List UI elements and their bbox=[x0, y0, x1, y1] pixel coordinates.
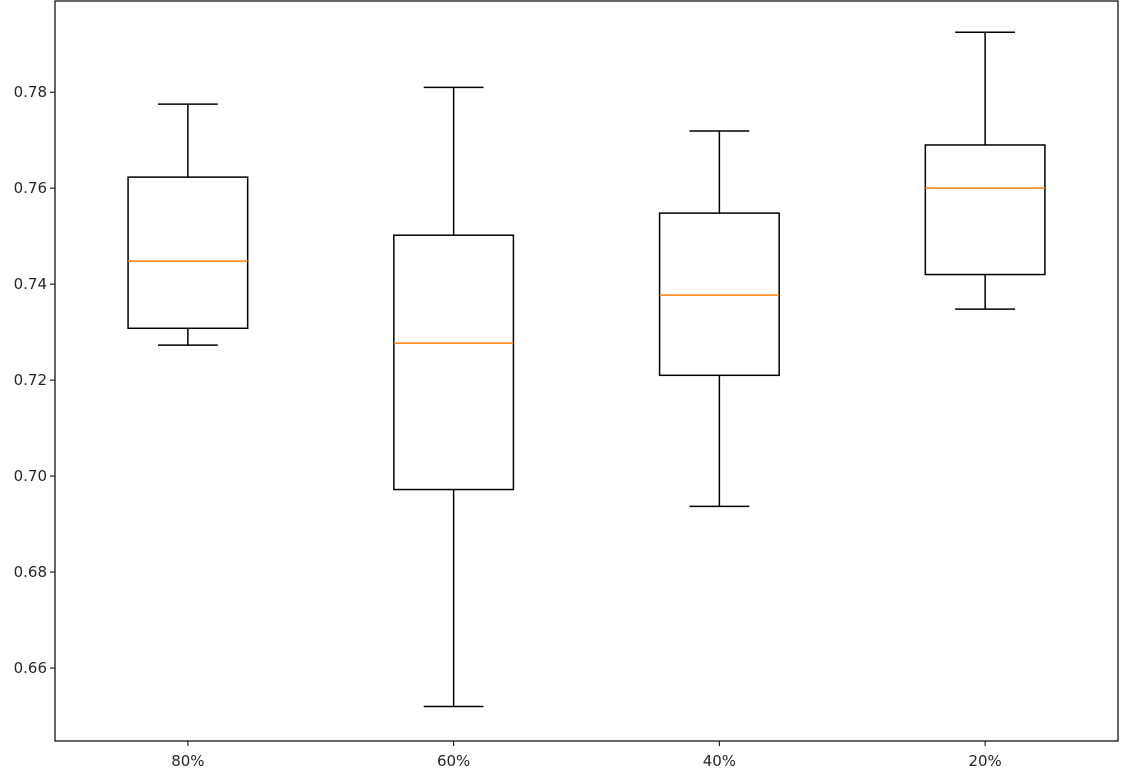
x-tick-label: 40% bbox=[703, 752, 736, 770]
iqr-box bbox=[127, 176, 249, 330]
box-2 bbox=[393, 86, 515, 708]
y-tick-label: 0.70 bbox=[14, 467, 47, 485]
boxes-group bbox=[127, 31, 1046, 708]
y-tick-label: 0.78 bbox=[14, 83, 47, 101]
iqr-box bbox=[924, 144, 1046, 276]
box-3 bbox=[658, 130, 780, 508]
iqr-box bbox=[658, 212, 780, 377]
y-tick-label: 0.68 bbox=[14, 563, 47, 581]
x-tick-label: 80% bbox=[171, 752, 204, 770]
box-4 bbox=[924, 31, 1046, 310]
y-axis: 0.66 0.68 0.70 0.72 0.74 0.76 0.78 bbox=[14, 83, 55, 677]
x-tick-label: 20% bbox=[968, 752, 1001, 770]
y-tick-label: 0.74 bbox=[14, 275, 47, 293]
y-tick-label: 0.76 bbox=[14, 179, 47, 197]
x-tick-label: 60% bbox=[437, 752, 470, 770]
box-1 bbox=[127, 103, 249, 346]
plot-frame bbox=[54, 0, 1119, 742]
y-tick-label: 0.66 bbox=[14, 659, 47, 677]
x-axis: 80% 60% 40% 20% bbox=[171, 741, 1002, 770]
y-tick-label: 0.72 bbox=[14, 371, 47, 389]
iqr-box bbox=[393, 234, 515, 491]
